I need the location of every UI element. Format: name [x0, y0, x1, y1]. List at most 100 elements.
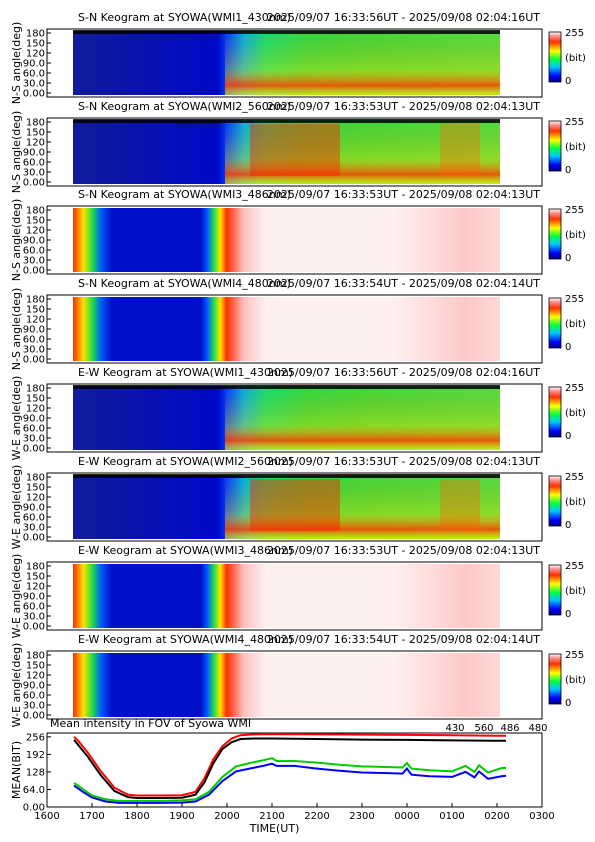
colorbar [548, 31, 562, 83]
colorbar-min-label: 0 [565, 165, 571, 176]
series-line-486 [73, 733, 506, 797]
y-tick-label: 180 [26, 384, 45, 395]
top-edge-strip [73, 119, 500, 123]
series-line-430 [73, 762, 507, 804]
colorbar [548, 564, 562, 616]
horizon-band [225, 386, 500, 450]
y-tick-label: 120 [26, 671, 45, 682]
colorbar-max-label: 255 [565, 650, 584, 661]
horizon-band [225, 475, 500, 539]
x-axis-label: TIME(UT) [249, 822, 300, 835]
panel-title: S-N Keogram at SYOWA(WMI1_430nm) [78, 11, 291, 24]
colorbar-min-label: 0 [565, 698, 571, 709]
horizon-band [225, 120, 500, 184]
y-tick-label: 90.0 [23, 59, 45, 70]
y-tick-label: 120 [26, 138, 45, 149]
x-tick-label: 0200 [484, 811, 509, 822]
panel-title: S-N Keogram at SYOWA(WMI3_486nm) [78, 188, 291, 201]
y-tick-label: 192 [26, 750, 45, 761]
colorbar-max-label: 255 [565, 472, 584, 483]
colorbar-min-label: 0 [565, 342, 571, 353]
colorbar-unit-label: (bit) [565, 319, 586, 330]
y-tick-label: 150 [26, 128, 45, 139]
y-axis-label: W-E angle(deg) [10, 643, 23, 728]
y-tick-label: 120 [26, 404, 45, 415]
y-tick-label: 0.00 [23, 803, 45, 814]
x-tick-label: 2000 [214, 811, 239, 822]
keogram-panel: S-N Keogram at SYOWA(WMI3_486nm)2025/09/… [10, 188, 586, 281]
y-tick-label: 60.0 [23, 424, 45, 435]
colorbar-min-label: 0 [565, 76, 571, 87]
y-tick-label: 30.0 [23, 345, 45, 356]
top-edge-strip [73, 385, 500, 389]
y-tick-label: 120 [26, 493, 45, 504]
y-axis-label: N-S angle(deg) [10, 22, 23, 105]
keogram-image [73, 564, 500, 628]
y-tick-label: 150 [26, 216, 45, 227]
colorbar-max-label: 255 [565, 561, 584, 572]
line-plot-frame [46, 732, 543, 808]
y-tick-label: 0.00 [23, 711, 45, 722]
colorbar-unit-label: (bit) [565, 230, 586, 241]
colorbar [548, 653, 562, 705]
colorbar-unit-label: (bit) [565, 675, 586, 686]
keogram-panel: E-W Keogram at SYOWA(WMI2_560nm)2025/09/… [10, 455, 586, 549]
aurora-region [440, 124, 480, 176]
y-tick-label: 120 [26, 315, 45, 326]
colorbar-max-label: 255 [565, 294, 584, 305]
y-tick-label: 90.0 [23, 236, 45, 247]
keogram-panel: S-N Keogram at SYOWA(WMI4_480nm)2025/09/… [10, 277, 586, 370]
y-tick-label: 180 [26, 651, 45, 662]
x-tick-label: 0100 [439, 811, 464, 822]
y-tick-label: 30.0 [23, 434, 45, 445]
panel-time-range: 2025/09/07 16:33:53UT - 2025/09/08 02:04… [267, 455, 540, 468]
y-tick-label: 150 [26, 39, 45, 50]
colorbar [548, 475, 562, 527]
y-tick-label: 60.0 [23, 513, 45, 524]
panel-time-range: 2025/09/07 16:33:53UT - 2025/09/08 02:04… [267, 188, 540, 201]
keogram-image [73, 208, 500, 272]
keogram-image [73, 653, 500, 717]
colorbar-unit-label: (bit) [565, 53, 586, 64]
line-plot-title: Mean intensity in FOV of Syowa WMI [50, 717, 251, 730]
panel-time-range: 2025/09/07 16:33:53UT - 2025/09/08 02:04… [267, 100, 540, 113]
horizon-band [225, 31, 500, 95]
panel-time-range: 2025/09/07 16:33:53UT - 2025/09/08 02:04… [267, 544, 540, 557]
series-line-480 [73, 737, 506, 799]
y-tick-label: 90.0 [23, 592, 45, 603]
panel-title: S-N Keogram at SYOWA(WMI2_560nm) [78, 100, 291, 113]
panel-title: E-W Keogram at SYOWA(WMI1_430nm) [78, 366, 293, 379]
y-tick-label: 150 [26, 572, 45, 583]
y-tick-label: 90.0 [23, 503, 45, 514]
y-tick-label: 120 [26, 226, 45, 237]
y-tick-label: 30.0 [23, 256, 45, 267]
colorbar-max-label: 255 [565, 117, 584, 128]
panel-time-range: 2025/09/07 16:33:56UT - 2025/09/08 02:04… [267, 11, 540, 24]
y-tick-label: 128 [26, 767, 45, 778]
colorbar [548, 208, 562, 260]
y-tick-label: 0.00 [23, 533, 45, 544]
y-tick-label: 60.0 [23, 246, 45, 257]
top-edge-strip [73, 30, 500, 34]
y-tick-label: 60.0 [23, 691, 45, 702]
y-tick-label: 90.0 [23, 414, 45, 425]
y-tick-label: 120 [26, 49, 45, 60]
y-axis-label: W-E angle(deg) [10, 465, 23, 550]
y-tick-label: 90.0 [23, 148, 45, 159]
y-tick-label: 30.0 [23, 168, 45, 179]
y-tick-label: 0.00 [23, 266, 45, 277]
legend-entry: 430 [445, 723, 464, 734]
legend-entry: 486 [500, 723, 519, 734]
colorbar-unit-label: (bit) [565, 408, 586, 419]
x-tick-label: 1600 [34, 811, 59, 822]
x-tick-label: 1900 [169, 811, 194, 822]
colorbar-unit-label: (bit) [565, 586, 586, 597]
y-tick-label: 30.0 [23, 523, 45, 534]
panel-time-range: 2025/09/07 16:33:56UT - 2025/09/08 02:04… [267, 366, 540, 379]
panel-time-range: 2025/09/07 16:33:54UT - 2025/09/08 02:04… [267, 277, 540, 290]
aurora-region [250, 124, 340, 176]
y-tick-label: 120 [26, 582, 45, 593]
y-tick-label: 180 [26, 473, 45, 484]
colorbar [548, 386, 562, 438]
